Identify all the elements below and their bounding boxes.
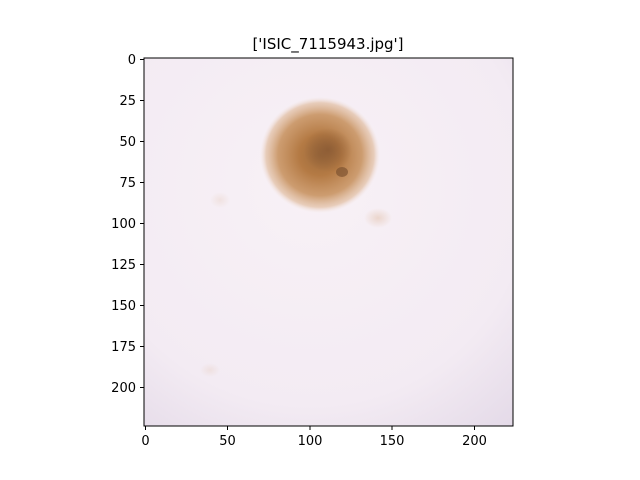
faint-spot	[210, 192, 230, 208]
lesion-dot	[336, 167, 348, 177]
skin-image	[144, 58, 513, 426]
faint-spot	[200, 363, 220, 377]
y-tick-label: 100	[111, 217, 136, 232]
plot-title: ['ISIC_7115943.jpg']	[252, 35, 403, 54]
x-tick-label: 100	[298, 434, 323, 449]
y-tick-label: 125	[111, 258, 136, 273]
y-tick-label: 200	[111, 381, 136, 396]
y-tick-label: 50	[119, 135, 136, 150]
x-tick-label: 150	[380, 434, 405, 449]
x-tick-label: 200	[462, 434, 487, 449]
y-tick-label: 175	[111, 340, 136, 355]
faint-spot	[364, 208, 392, 228]
y-tick-label: 150	[111, 299, 136, 314]
y-axis: 0 25 50 75 100 125 150 175 200	[111, 53, 144, 396]
y-tick-label: 0	[128, 53, 136, 68]
y-tick-label: 75	[119, 176, 136, 191]
y-tick-label: 25	[119, 94, 136, 109]
lesion-core	[304, 128, 352, 172]
x-tick-label: 0	[141, 434, 149, 449]
x-tick-label: 50	[219, 434, 236, 449]
plot-frame	[143, 57, 514, 427]
x-axis: 0 50 100 150 200	[141, 426, 487, 449]
